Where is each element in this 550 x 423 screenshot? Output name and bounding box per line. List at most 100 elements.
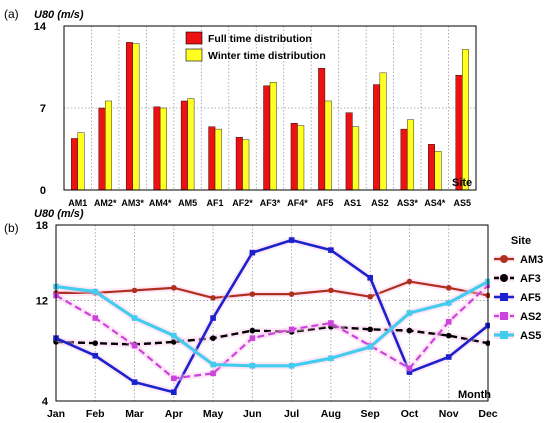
bar: [434, 151, 442, 191]
data-point: [445, 300, 452, 306]
bar: [153, 106, 161, 191]
data-point: [249, 249, 256, 256]
line-chart-x-tick-label: Aug: [321, 408, 341, 420]
data-point: [328, 247, 334, 253]
bar: [159, 107, 167, 191]
bar-chart-x-tick-label: AM2*: [94, 198, 117, 208]
line-chart-x-tick-label: Jul: [284, 408, 299, 420]
data-point: [367, 293, 373, 300]
bar-chart-y-tick-label: 14: [34, 21, 47, 33]
bar: [132, 43, 140, 191]
bar: [318, 67, 326, 191]
bar: [297, 125, 305, 191]
bar-chart-y-tick-label: 0: [40, 185, 46, 197]
line-chart-series: [53, 236, 491, 396]
line-chart-x-tick-label: Jun: [243, 408, 262, 420]
legend-label: AF5: [520, 292, 541, 304]
bar-chart-x-tick-label: AS3*: [397, 198, 419, 208]
bar-chart-x-tick-label: AF1: [207, 198, 224, 208]
bar-chart-plot-frame: [63, 25, 477, 191]
data-point: [328, 287, 334, 294]
data-point: [406, 278, 413, 285]
data-point: [406, 365, 413, 372]
bar-chart-bars: [71, 42, 469, 191]
data-point: [328, 320, 334, 326]
data-point: [131, 379, 138, 385]
bar-chart-x-tick-label: AM1: [68, 198, 87, 208]
bar: [214, 128, 222, 191]
line-chart-panel: (b) U80 (m/s) 4 12 18 Jan Feb Mar Apr May Jun Ju…: [4, 208, 550, 420]
line-chart-x-tick-label: Mar: [125, 408, 144, 420]
bar: [462, 49, 469, 191]
line-chart-x-tick-label: Nov: [439, 408, 459, 420]
data-point: [249, 335, 256, 341]
bar-chart-x-ticks: AM1 AM2* AM3* AM4* AM5 AF1 AF2* AF3* AF4* AF5 AS1 A…: [68, 198, 471, 208]
data-point: [249, 327, 256, 334]
data-point: [500, 274, 508, 282]
data-point: [171, 332, 177, 339]
line-chart-y-tick-label: 18: [36, 220, 48, 232]
data-point: [406, 369, 413, 375]
bar-chart-x-label: Site: [452, 177, 472, 189]
line-chart-x-tick-label: Dec: [478, 408, 497, 420]
data-point: [500, 312, 508, 320]
bar: [379, 72, 387, 191]
legend-swatch: [185, 31, 203, 45]
data-point: [210, 370, 216, 377]
bar: [455, 74, 463, 191]
bar-chart-x-tick-label: AM5: [178, 198, 197, 208]
series-line: [55, 280, 489, 368]
bar: [208, 126, 216, 191]
data-point: [210, 335, 216, 341]
bar: [187, 98, 195, 191]
bar-chart-legend: Full time distribution Winter time distri…: [185, 31, 326, 62]
panel-label-b: (b): [4, 221, 19, 235]
data-point: [367, 344, 373, 350]
data-point: [288, 291, 295, 297]
bar: [345, 112, 353, 191]
data-point: [131, 315, 138, 321]
data-point: [249, 291, 256, 297]
data-point: [500, 293, 508, 301]
data-point: [92, 340, 99, 346]
data-point: [171, 285, 177, 291]
panel-label-a: (a): [4, 7, 19, 21]
data-point: [500, 255, 508, 263]
legend-label: Winter time distribution: [208, 50, 326, 62]
data-point: [171, 339, 177, 345]
legend-label: AF3: [520, 273, 541, 285]
data-point: [406, 310, 413, 316]
bar: [71, 138, 78, 191]
line-chart-legend: Site AM3 AF3 AF5 AS2 AS5: [490, 235, 550, 354]
data-point: [288, 237, 295, 243]
data-point: [328, 355, 334, 362]
line-chart-x-label: Month: [458, 389, 491, 401]
bar-chart-y-ticks: 0 7 14: [34, 21, 47, 197]
bar: [242, 139, 250, 191]
data-point: [367, 275, 373, 281]
data-point: [92, 352, 99, 359]
bar: [125, 42, 133, 191]
series-line: [56, 280, 489, 300]
bar: [373, 84, 381, 191]
data-point: [445, 285, 452, 291]
line-chart-x-ticks: Jan Feb Mar Apr May Jun Jul Aug Sep Oct Nov Dec: [47, 408, 498, 420]
data-point: [500, 331, 508, 339]
data-point: [131, 287, 138, 294]
bar-chart-x-tick-label: AS4*: [424, 198, 446, 208]
data-point: [210, 315, 216, 321]
data-point: [288, 363, 295, 369]
bar: [263, 85, 271, 191]
data-point: [210, 361, 216, 368]
bar: [180, 100, 188, 191]
data-point: [445, 332, 452, 339]
line-chart-y-label: U80 (m/s): [34, 208, 84, 220]
bar: [400, 128, 408, 191]
data-point: [92, 315, 99, 321]
data-point: [445, 354, 452, 360]
bar: [77, 132, 85, 191]
line-chart-x-tick-label: May: [203, 408, 224, 420]
legend-title: Site: [511, 235, 531, 247]
bar-chart-x-tick-label: AS5: [454, 198, 472, 208]
bar-chart-x-tick-label: AM3*: [121, 198, 144, 208]
